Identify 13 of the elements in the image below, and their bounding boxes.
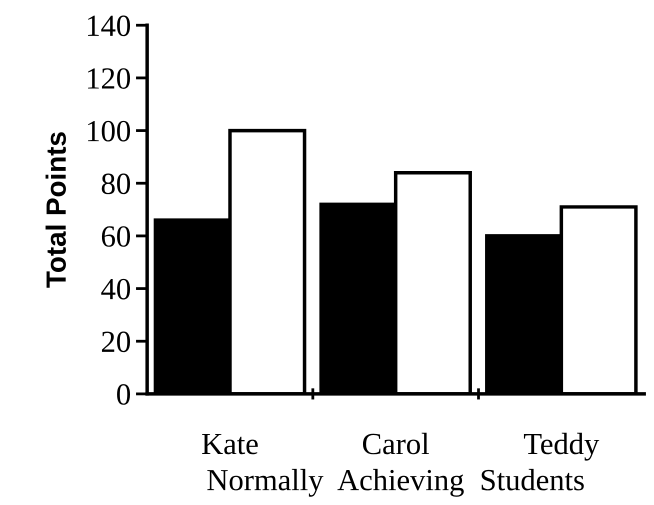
x-tick-label: Teddy [524, 432, 600, 461]
y-tick-label: 0 [117, 384, 130, 405]
y-tick-label: 80 [102, 174, 130, 194]
y-axis-title: Total Points [46, 132, 66, 288]
y-tick-label: 20 [102, 332, 130, 352]
x-axis-title: Normally Achieving Students [207, 468, 584, 497]
x-tick-label: Carol [362, 432, 429, 454]
y-tick-label: 40 [101, 278, 130, 300]
y-tick-label: 140 [88, 16, 130, 36]
y-tick-label: 100 [88, 120, 130, 142]
y-tick-label: 120 [88, 68, 130, 89]
x-tick-label: Kate [202, 434, 258, 454]
y-tick-label: 60 [102, 226, 130, 247]
